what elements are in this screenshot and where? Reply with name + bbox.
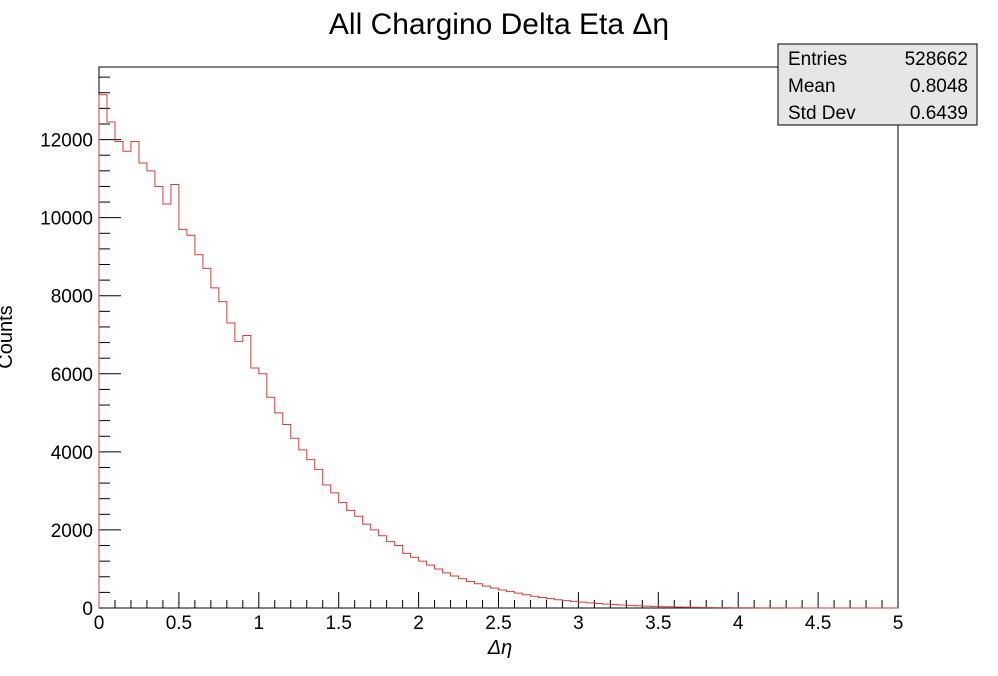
y-axis-label: Counts — [0, 305, 17, 368]
y-tick-label: 4000 — [51, 443, 93, 464]
stats-label-mean: Mean — [788, 76, 836, 97]
x-tick-label: 3 — [573, 613, 584, 634]
y-tick-label: 12000 — [40, 131, 93, 152]
x-tick-label: 0 — [94, 613, 105, 634]
stats-label-stddev: Std Dev — [788, 103, 856, 124]
x-tick-label: 0.5 — [166, 613, 192, 634]
x-tick-label: 4 — [733, 613, 744, 634]
x-tick-label: 2.5 — [485, 613, 511, 634]
histogram-series — [98, 94, 898, 609]
x-tick-label: 2 — [413, 613, 424, 634]
y-tick-label: 6000 — [51, 365, 93, 386]
stats-value-entries: 528662 — [905, 49, 968, 70]
tick-labels: 0 0.5 1 1.5 2 2.5 3 3.5 4 4.5 5 0 2000 4000 6000 8000 10… — [40, 131, 903, 634]
axis-ticks — [98, 76, 899, 609]
x-tick-label: 1.5 — [325, 613, 351, 634]
stats-box: Entries 528662 Mean 0.8048 Std Dev 0.643… — [777, 43, 978, 126]
x-tick-label: 4.5 — [805, 613, 831, 634]
x-tick-label: 1 — [254, 613, 265, 634]
x-tick-label: 5 — [893, 613, 904, 634]
y-tick-label: 8000 — [51, 287, 93, 308]
stats-box-background — [777, 43, 978, 126]
y-tick-label: 2000 — [51, 521, 93, 542]
stats-label-entries: Entries — [788, 49, 847, 70]
y-tick-label: 0 — [82, 599, 93, 620]
x-axis-label: Δη — [487, 637, 513, 659]
plot-frame — [98, 66, 899, 609]
stats-value-stddev: 0.6439 — [910, 103, 968, 124]
y-tick-label: 10000 — [40, 209, 93, 230]
chart-title: All Chargino Delta Eta Δη — [329, 8, 669, 41]
stats-value-mean: 0.8048 — [910, 76, 968, 97]
x-tick-label: 3.5 — [645, 613, 671, 634]
